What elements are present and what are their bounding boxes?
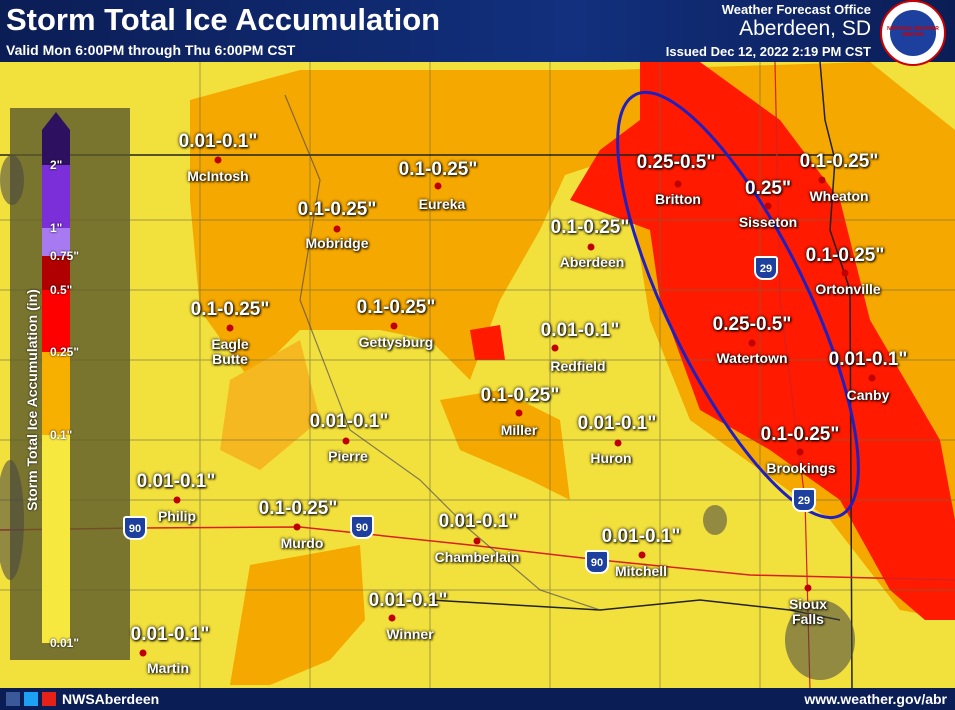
ice-amount: 0.01-0.1"	[540, 320, 620, 341]
ice-amount: 0.01-0.1"	[130, 624, 210, 645]
interstate-shield: 29	[792, 488, 816, 512]
city-dot	[748, 339, 756, 347]
city-name: Philip	[157, 508, 197, 524]
legend-label: 0.1"	[50, 428, 73, 442]
city-name: Chamberlain	[434, 549, 520, 565]
legend-label: 0.25"	[50, 345, 80, 359]
ice-amount: 0.1-0.25"	[190, 299, 270, 320]
ice-amount: 0.1-0.25"	[258, 498, 338, 519]
city-dot	[674, 180, 682, 188]
legend-label: 2"	[50, 158, 63, 172]
city-name: Huron	[590, 450, 632, 466]
city-dot	[342, 437, 350, 445]
ice-amount: 0.01-0.1"	[178, 131, 258, 152]
url[interactable]: www.weather.gov/abr	[804, 691, 947, 707]
city-dot	[638, 551, 646, 559]
city-name: Britton	[655, 191, 701, 207]
legend-title: Storm Total Ice Accumulation (in)	[24, 289, 40, 511]
city-name: Murdo	[280, 535, 324, 551]
ice-amount: 0.01-0.1"	[136, 471, 216, 492]
city-name: Ortonville	[815, 281, 881, 297]
city-name: Canby	[846, 387, 890, 403]
ice-amount: 0.1-0.25"	[760, 424, 840, 445]
ice-amount: 0.1-0.25"	[297, 199, 377, 220]
city-dot	[139, 649, 147, 657]
city-name: McIntosh	[187, 168, 249, 184]
city-dot	[868, 374, 876, 382]
city-name: Miller	[500, 422, 538, 438]
city-name: Eagle Butte	[211, 336, 249, 367]
city-dot	[515, 409, 523, 417]
city-dot	[764, 202, 772, 210]
city-name: Martin	[147, 660, 189, 676]
city-dot	[293, 523, 301, 531]
location: Aberdeen, SD	[739, 17, 871, 40]
ice-amount: 0.1-0.25"	[799, 151, 879, 172]
city-dot	[173, 496, 181, 504]
legend-label: 0.5"	[50, 283, 73, 297]
city-dot	[551, 344, 559, 352]
legend-label: 0.01"	[50, 636, 80, 650]
ice-amount: 0.25-0.5"	[636, 152, 716, 173]
ice-amount: 0.1-0.25"	[550, 217, 630, 238]
ice-amount: 0.1-0.25"	[805, 245, 885, 266]
city-dot	[473, 537, 481, 545]
city-dot	[614, 439, 622, 447]
city-dot	[226, 324, 234, 332]
city-name: Mitchell	[614, 563, 668, 579]
city-name: Mobridge	[305, 235, 369, 251]
issued: Issued Dec 12, 2022 2:19 PM CST	[665, 44, 871, 59]
city-dot	[818, 176, 826, 184]
subtitle: Valid Mon 6:00PM through Thu 6:00PM CST	[6, 42, 296, 58]
ice-amount: 0.1-0.25"	[480, 385, 560, 406]
legend-label: 1"	[50, 221, 63, 235]
footer: NWSAberdeen www.weather.gov/abr	[0, 688, 955, 710]
city-name: Sioux Falls	[788, 596, 828, 627]
ice-amount: 0.01-0.1"	[577, 413, 657, 434]
city-dot	[214, 156, 222, 164]
city-name: Eureka	[418, 196, 466, 212]
city-name: Brookings	[766, 460, 836, 476]
office: Weather Forecast Office	[721, 2, 871, 17]
ice-amount: 0.1-0.25"	[356, 297, 436, 318]
ice-amount: 0.01-0.1"	[601, 526, 681, 547]
logo: NATIONAL WEATHER SERVICE	[880, 0, 946, 66]
city-name: Watertown	[716, 350, 788, 366]
city-dot	[796, 448, 804, 456]
city-name: Aberdeen	[559, 254, 625, 270]
ice-amount: 0.01-0.1"	[309, 411, 389, 432]
city-name: Redfield	[550, 358, 606, 374]
interstate-shield: 90	[123, 516, 147, 540]
ice-amount: 0.1-0.25"	[398, 159, 478, 180]
interstate-shield: 90	[350, 515, 374, 539]
city-name: Wheaton	[809, 188, 869, 204]
ice-amount: 0.01-0.1"	[368, 590, 448, 611]
city-dot	[390, 322, 398, 330]
ice-amount: 0.25"	[745, 178, 791, 199]
city-name: Gettysburg	[358, 334, 434, 350]
city-name: Winner	[386, 626, 434, 642]
logo-text: NATIONAL WEATHER SERVICE	[887, 26, 939, 38]
legend-label: 0.75"	[50, 249, 80, 263]
city-dot	[841, 269, 849, 277]
ice-amount: 0.01-0.1"	[828, 349, 908, 370]
city-dot	[587, 243, 595, 251]
city-dot	[804, 584, 812, 592]
city-dot	[333, 225, 341, 233]
city-name: Pierre	[328, 448, 368, 464]
ice-amount: 0.01-0.1"	[438, 511, 518, 532]
ice-amount: 0.25-0.5"	[712, 314, 792, 335]
interstate-shield: 29	[754, 256, 778, 280]
city-name: Sisseton	[738, 214, 798, 230]
title: Storm Total Ice Accumulation	[6, 2, 441, 37]
social[interactable]: NWSAberdeen	[62, 691, 160, 707]
header	[0, 0, 955, 62]
city-dot	[434, 182, 442, 190]
city-dot	[388, 614, 396, 622]
interstate-shield: 90	[585, 550, 609, 574]
